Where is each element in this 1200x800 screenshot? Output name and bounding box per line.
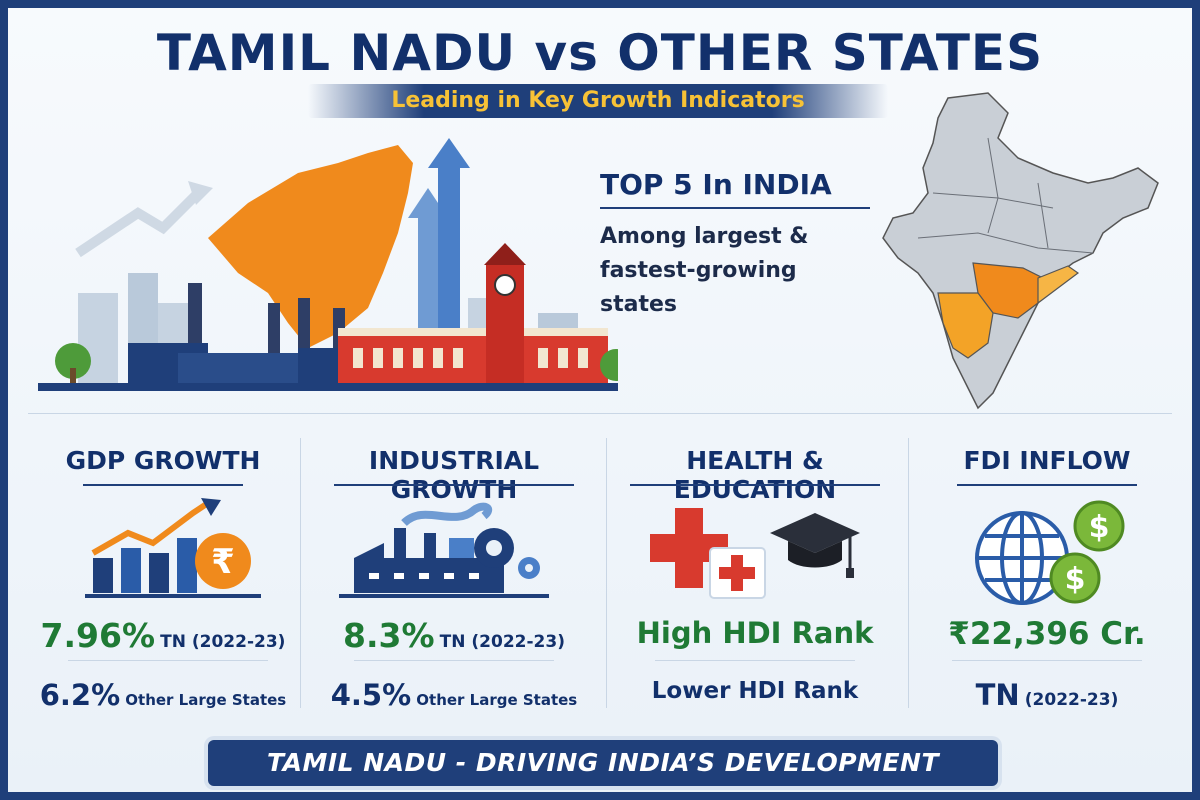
card-fdi-inflow: FDI INFLOW $ $ ₹22,396 Cr. TN (: [912, 428, 1182, 728]
card-title: FDI INFLOW: [963, 446, 1131, 475]
title-underline: [83, 484, 243, 486]
card-separator: [908, 438, 909, 708]
stat-divider: [68, 660, 268, 661]
stat-divider: [655, 660, 855, 661]
india-map-icon: [882, 92, 1159, 410]
rank-description-line: Among largest &: [600, 224, 809, 249]
stat-value: TN: [975, 678, 1020, 712]
card-title: HEALTH & EDUCATION: [673, 446, 837, 504]
clock-icon: [494, 274, 516, 296]
stat-value: 8.3%: [343, 616, 435, 655]
page-subtitle: Leading in Key Growth Indicators: [391, 88, 805, 113]
tamil-nadu-map-icon: [208, 145, 413, 348]
subtitle-banner: Leading in Key Growth Indicators: [308, 84, 888, 118]
stat-label: Other Large States: [416, 691, 578, 709]
health-other-stat: Lower HDI Rank: [610, 678, 900, 704]
stat-value: 4.5%: [330, 678, 412, 712]
svg-text:₹: ₹: [211, 542, 235, 582]
card-separator: [606, 438, 607, 708]
page-title: TAMIL NADU vs OTHER STATES: [156, 24, 1044, 82]
stat-value: 6.2%: [39, 678, 121, 712]
stat-value: 7.96%: [40, 616, 156, 655]
title-underline: [957, 484, 1137, 486]
rank-heading: TOP 5 In INDIA: [600, 168, 870, 209]
stat-value: High HDI Rank: [636, 616, 874, 650]
rupee-growth-chart-icon: ₹: [85, 498, 261, 598]
stat-label: (2022-23): [1024, 690, 1119, 710]
title-underline: [334, 484, 574, 486]
globe-icon: [975, 511, 1069, 605]
dollar-coin-icon: $ $: [1049, 500, 1125, 604]
tamil-nadu-skyline-illustration: [38, 138, 618, 391]
card-title: GDP GROWTH: [65, 446, 261, 475]
stat-value: Lower HDI Rank: [651, 678, 859, 704]
gdp-other-stat: 6.2% Other Large States: [28, 678, 298, 712]
fdi-tn-stat: ₹22,396 Cr.: [912, 616, 1182, 652]
stat-value: ₹22,396 Cr.: [948, 616, 1146, 652]
fdi-year-stat: TN (2022-23): [912, 678, 1182, 712]
title-underline: [630, 484, 880, 486]
svg-text:$: $: [1065, 562, 1086, 597]
footer-tagline: TAMIL NADU - DRIVING INDIA’S DEVELOPMENT: [266, 748, 940, 777]
graduation-cap-icon: [770, 513, 860, 578]
card-title: INDUSTRIAL GROWTH: [368, 446, 540, 504]
card-health-education: HEALTH & EDUCATION High HDI Rank Lower H…: [610, 428, 900, 728]
stat-label: TN (2022-23): [160, 632, 286, 652]
gdp-tn-stat: 7.96% TN (2022-23): [28, 616, 298, 655]
health-tn-stat: High HDI Rank: [610, 616, 900, 650]
rank-description: Among largest & fastest-growing states: [600, 220, 880, 322]
stat-divider: [952, 660, 1142, 661]
stat-label: TN (2022-23): [439, 632, 565, 652]
growth-arrow-icon: [428, 138, 470, 168]
card-industrial-growth: INDUSTRIAL GROWTH 8.3% TN (2022-23) 4.5%…: [304, 428, 604, 728]
industrial-tn-stat: 8.3% TN (2022-23): [304, 616, 604, 655]
background-arrow-icon: [75, 189, 202, 258]
industrial-other-stat: 4.5% Other Large States: [304, 678, 604, 712]
rank-description-line: fastest-growing states: [600, 258, 797, 317]
tree-icon: [55, 343, 91, 379]
growth-bar-icon: [418, 213, 438, 353]
section-divider: [28, 413, 1172, 414]
svg-text:$: $: [1089, 510, 1110, 545]
stat-label: Other Large States: [125, 691, 287, 709]
card-gdp-growth: GDP GROWTH ₹ 7.96% TN (2022-23) 6.2% Oth…: [28, 428, 298, 728]
card-separator: [300, 438, 301, 708]
footer-banner: TAMIL NADU - DRIVING INDIA’S DEVELOPMENT: [208, 740, 998, 786]
health-education-icon: [650, 508, 860, 599]
globe-dollar-icon: $ $: [975, 500, 1125, 605]
factory-gear-icon: [339, 502, 549, 598]
stat-divider: [354, 660, 554, 661]
